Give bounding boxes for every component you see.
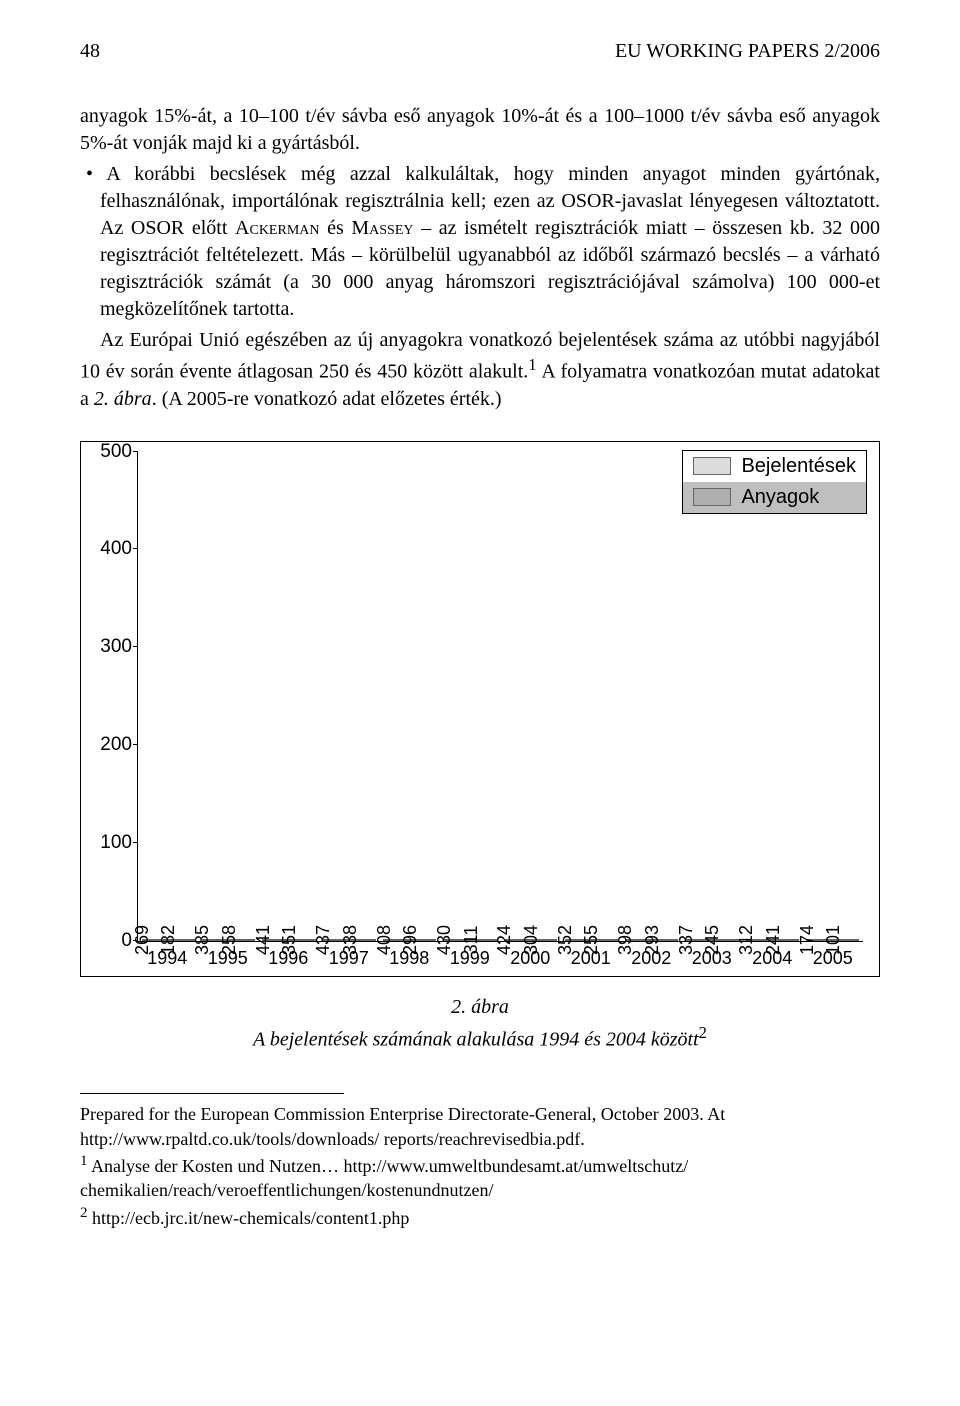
smallcaps-name: Massey [351,217,413,239]
figure-ref: 2. ábra [94,388,152,410]
bar-group: 408296 [380,939,440,941]
y-tick-mark [133,646,138,647]
y-tick-mark [133,548,138,549]
running-header: 48 EU WORKING PAPERS 2/2006 [80,40,880,63]
footnote-line: 2 http://ecb.jrc.it/new-chemicals/conten… [80,1203,880,1230]
text-run: és [319,217,351,239]
legend-item: Bejelentések [683,451,866,482]
text-run: . (A 2005-re vonatkozó adat előzetes ért… [152,388,502,410]
x-tick-label: 2000 [500,942,561,972]
y-tick-label: 0 [92,930,132,952]
x-tick-label: 2002 [621,942,682,972]
bar-group: 337245 [682,939,742,941]
footnotes: Prepared for the European Commission Ent… [80,1102,880,1229]
y-tick-mark [133,842,138,843]
bar-group: 424304 [501,939,561,941]
legend-item: Anyagok [683,482,866,513]
legend-label: Anyagok [741,486,819,509]
x-tick-label: 1997 [319,942,380,972]
x-tick-label: 2004 [742,942,803,972]
bar-anyagok: 338 [349,939,376,941]
legend-swatch-icon [693,457,731,475]
legend-label: Bejelentések [741,455,856,478]
x-tick-label: 2005 [803,942,864,972]
bar-anyagok: 293 [652,939,679,941]
footnote-rule [80,1093,344,1094]
paragraph-1: anyagok 15%-át, a 10–100 t/év sávba eső … [80,103,880,157]
bar-anyagok: 241 [772,939,799,941]
bar-anyagok: 101 [833,939,860,941]
bar-group: 385258 [198,939,258,941]
bar-anyagok: 255 [591,939,618,941]
x-tick-label: 1994 [137,942,198,972]
text-run: http://ecb.jrc.it/new-chemicals/content1… [88,1208,410,1228]
bar-anyagok: 182 [168,939,195,941]
footnote-marker: 2 [80,1205,88,1221]
chart-bars: 2691823852584413514373384082964303114243… [138,452,863,941]
footnote-marker: 1 [528,355,536,374]
bar-group: 174101 [803,939,863,941]
y-tick-label: 100 [92,832,132,854]
page-number: 48 [80,40,100,63]
bar-group: 398293 [621,939,681,941]
bar-anyagok: 258 [229,939,256,941]
running-title: EU WORKING PAPERS 2/2006 [615,40,880,63]
bar-group: 312241 [742,939,802,941]
text-run: Analyse der Kosten und Nutzen… http://ww… [80,1156,688,1200]
y-tick-mark [133,940,138,941]
chart-legend: Bejelentések Anyagok [682,450,867,514]
x-tick-label: 1995 [198,942,259,972]
figure-caption: 2. ábra A bejelentések számának alakulás… [80,993,880,1054]
caption-text: A bejelentések számának alakulása 1994 é… [253,1028,699,1050]
bar-group: 441351 [259,939,319,941]
page: 48 EU WORKING PAPERS 2/2006 anyagok 15%-… [0,0,960,1290]
y-tick-label: 400 [92,538,132,560]
x-tick-label: 1998 [379,942,440,972]
x-tick-label: 2001 [561,942,622,972]
bar-group: 269182 [138,939,198,941]
bar-anyagok: 351 [289,939,316,941]
chart-x-labels: 1994199519961997199819992000200120022003… [137,942,863,972]
y-tick-label: 500 [92,441,132,463]
bar-anyagok: 245 [712,939,739,941]
paragraph-2: • A korábbi becslések még azzal kalkulál… [80,161,880,323]
chart-area: 2691823852584413514373384082964303114243… [137,452,863,972]
bar-anyagok: 311 [470,939,497,941]
paragraph-3: Az Európai Unió egészében az új anyagokr… [80,327,880,413]
footnote-marker: 2 [699,1023,707,1042]
bar-group: 430311 [440,939,500,941]
bar-group: 352255 [561,939,621,941]
smallcaps-name: Ackerman [235,217,319,239]
footnote-line: 1 Analyse der Kosten und Nutzen… http://… [80,1151,880,1203]
x-tick-label: 1996 [258,942,319,972]
y-tick-label: 300 [92,636,132,658]
footnote-marker: 1 [80,1153,88,1169]
y-tick-mark [133,451,138,452]
chart-plot: 2691823852584413514373384082964303114243… [137,452,863,942]
footnote-line: Prepared for the European Commission Ent… [80,1102,880,1151]
y-tick-label: 200 [92,734,132,756]
legend-swatch-icon [693,488,731,506]
x-tick-label: 2003 [682,942,743,972]
chart-frame: Bejelentések Anyagok 2691823852584413514… [80,441,880,977]
caption-number: 2. ábra [451,996,509,1018]
body-text: anyagok 15%-át, a 10–100 t/év sávba eső … [80,103,880,413]
bar-group: 437338 [319,939,379,941]
x-tick-label: 1999 [440,942,501,972]
y-tick-mark [133,744,138,745]
bar-anyagok: 296 [410,939,437,941]
bar-anyagok: 304 [531,939,558,941]
